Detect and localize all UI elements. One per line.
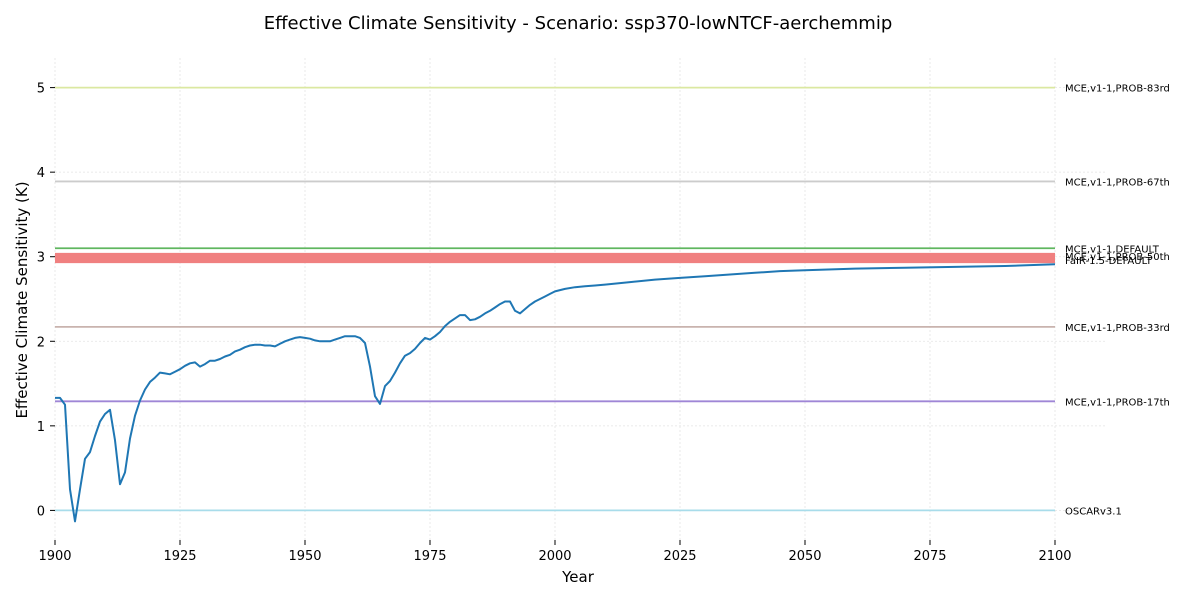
reference-line-label: MCE,v1-1,PROB-33rd	[1065, 323, 1170, 334]
x-tick-label: 1925	[163, 549, 196, 564]
x-tick-label: 2100	[1038, 549, 1071, 564]
x-tick-label: 1950	[288, 549, 321, 564]
x-tick-label: 2025	[663, 549, 696, 564]
chart-title: Effective Climate Sensitivity - Scenario…	[264, 13, 893, 34]
axes: 1900 1925 1950 1975 2000 2025 2050 2075 2100 0 1 2 3…	[37, 82, 1072, 564]
reference-line-label: MCE,v1-1,DEFAULT	[1065, 244, 1160, 255]
y-tick-label: 0	[37, 504, 45, 519]
reference-line-label: OSCARv3.1	[1065, 506, 1122, 517]
y-axis-label: Effective Climate Sensitivity (K)	[13, 181, 31, 418]
x-tick-label: 2000	[538, 549, 571, 564]
x-tick-label: 2075	[913, 549, 946, 564]
y-tick-label: 3	[37, 251, 45, 266]
x-tick-label: 1975	[413, 549, 446, 564]
series-line	[55, 263, 1056, 523]
x-tick-label: 1900	[38, 549, 71, 564]
reference-line-label: MCE,v1-1,PROB-50th	[1065, 252, 1170, 263]
x-tick-label: 2050	[788, 549, 821, 564]
reference-line-label: MCE,v1-1,PROB-17th	[1065, 397, 1170, 408]
reference-lines	[55, 86, 1055, 512]
y-tick-label: 4	[37, 166, 45, 181]
x-axis-label: Year	[561, 568, 595, 586]
reference-line-label: MCE,v1-1,PROB-67th	[1065, 177, 1170, 188]
y-tick-label: 2	[37, 335, 45, 350]
y-tick-label: 5	[37, 82, 45, 97]
reference-line-label: FaIR-1.5-DEFAULT	[1065, 256, 1153, 267]
reference-line-label: MCE,v1-1,PROB-83rd	[1065, 84, 1170, 95]
reference-labels: MCE,v1-1,PROB-83rd MCE,v1-1,PROB-67th MCE,…	[1065, 84, 1170, 518]
data-series	[55, 263, 1056, 523]
y-tick-label: 1	[37, 420, 45, 435]
